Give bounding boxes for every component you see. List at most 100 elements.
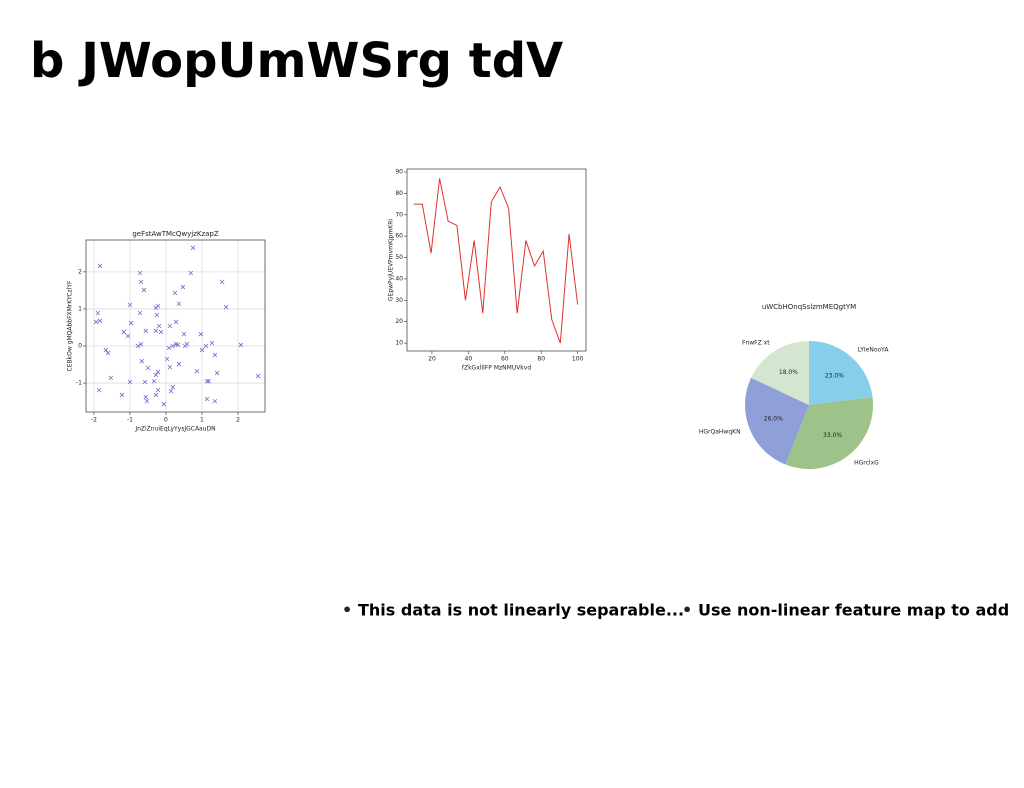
plot-frame: [85, 239, 266, 413]
y-tick-label: 30: [395, 297, 403, 304]
scatter-point: [212, 398, 218, 404]
scatter-point: [138, 279, 144, 285]
y-axis-label: GEpwPyjUEVPmvmKjpmKRi: [388, 219, 395, 301]
pie-slice: [785, 396, 873, 469]
y-tick-label: -1: [76, 380, 82, 387]
scatter-point: [209, 340, 215, 346]
scatter-point: [167, 323, 173, 329]
scatter-point: [139, 358, 145, 364]
scatter-point: [119, 392, 125, 398]
scatter-point: [172, 290, 178, 296]
scatter-point: [153, 392, 159, 398]
scatter-point: [137, 270, 143, 276]
scatter-point: [135, 343, 141, 349]
bullet-mark: •: [342, 601, 352, 620]
scatter-point: [194, 368, 200, 374]
scatter-point: [97, 318, 103, 324]
pie-slice: [809, 341, 873, 405]
scatter-point: [137, 310, 143, 316]
scatter-point: [105, 350, 111, 356]
scatter-point: [238, 342, 244, 348]
y-axis-label: CEBkOw gMQAbbFXMrKYCzlYF: [67, 280, 74, 371]
y-tick-label: 10: [395, 340, 403, 347]
y-tick-label: 40: [395, 275, 403, 282]
x-tick-label: 1: [200, 417, 204, 424]
scatter-point: [153, 372, 159, 378]
scatter-point: [175, 342, 181, 348]
scatter-point: [97, 263, 103, 269]
scatter-point: [188, 270, 194, 276]
y-tick-label: 0: [78, 343, 82, 350]
scatter-point: [206, 378, 212, 384]
scatter-point: [154, 312, 160, 318]
slice-value: 18.0%: [779, 369, 798, 376]
scatter-point: [180, 284, 186, 290]
slice-value: 26.0%: [764, 416, 783, 423]
x-tick-label: 2: [236, 417, 240, 424]
x-tick-label: 0: [164, 417, 168, 424]
scatter-point: [127, 379, 133, 385]
scatter-point: [198, 331, 204, 337]
scatter-point: [95, 310, 101, 316]
scatter-point: [255, 373, 261, 379]
scatter-point: [143, 394, 149, 400]
scatter-point: [125, 333, 131, 339]
scatter-point: [96, 387, 102, 393]
scatter-point: [181, 331, 187, 337]
slice-label: FnwFZ xt: [742, 339, 770, 346]
chart-title: geFstAwTMcQwyjzKzapZ: [132, 230, 219, 238]
scatter-point: [153, 328, 159, 334]
scatter-point: [156, 323, 162, 329]
scatter-point: [184, 341, 190, 347]
slice-value: 33.0%: [823, 432, 842, 439]
y-tick-label: 20: [395, 318, 403, 325]
scatter-point: [170, 343, 176, 349]
scatter-point: [128, 320, 134, 326]
scatter-point: [158, 329, 164, 335]
scatter-point: [173, 319, 179, 325]
scatter-point: [142, 379, 148, 385]
bullet-text: This data is not linearly separable...: [358, 601, 684, 620]
y-tick-label: 2: [78, 268, 82, 275]
scatter-point: [214, 370, 220, 376]
y-tick-label: 70: [395, 211, 403, 218]
scatter-point: [176, 361, 182, 367]
scatter-point: [145, 365, 151, 371]
y-tick-label: 1: [78, 305, 82, 312]
scatter-point: [103, 347, 109, 353]
scatter-point: [166, 345, 172, 351]
scatter-point: [203, 343, 209, 349]
x-tick-label: 60: [501, 356, 509, 363]
scatter-point: [108, 375, 114, 381]
scatter-point: [204, 378, 210, 384]
scatter-point: [170, 384, 176, 390]
scatter-point: [161, 401, 167, 407]
scatter-point: [176, 301, 182, 307]
slice-label: HGrQaHwqKN: [699, 429, 741, 436]
x-tick-label: 80: [537, 356, 545, 363]
pie-slice: [751, 341, 809, 405]
bullets: • This data is not linearly separable...…: [342, 601, 1009, 620]
scatter-point: [190, 245, 196, 251]
y-tick-label: 90: [395, 168, 403, 175]
slice-label: LYIeNooYA: [858, 346, 890, 353]
scatter-point: [155, 369, 161, 375]
scatter-point: [212, 352, 218, 358]
chart-title: uWCbHOnqSslzmMEQgtYM: [762, 303, 856, 311]
scatter-point: [168, 388, 174, 394]
pie-slice: [744, 377, 809, 465]
slice-value: 23.0%: [825, 373, 844, 380]
scatter-point: [121, 329, 127, 335]
bullet-text: Use non-linear feature map to add: [698, 601, 1009, 620]
y-tick-label: 60: [395, 233, 403, 240]
y-tick-label: 80: [395, 190, 403, 197]
scatter-point: [93, 319, 99, 325]
slide-title: b JWopUmWSrg tdV: [30, 33, 563, 89]
scatter-point: [199, 347, 205, 353]
slice-label: HGrclxG: [854, 460, 879, 467]
scatter-point: [155, 303, 161, 309]
x-tick-label: -1: [127, 417, 133, 424]
scatter-point: [155, 387, 161, 393]
scatter-point: [127, 302, 133, 308]
